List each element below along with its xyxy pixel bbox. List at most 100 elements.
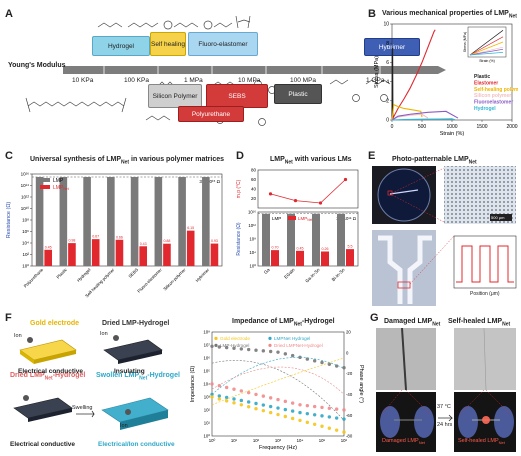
inset-line [469, 41, 504, 56]
electrode-traces [378, 235, 432, 304]
legend-entry: Gold electrode [220, 336, 250, 341]
impedance-title-sub: Net [293, 321, 302, 328]
legend-entry: Fluoroelastomer [474, 100, 513, 106]
bar-data-label: 0.26 [322, 247, 329, 251]
bar-data-label: 0.67 [92, 235, 99, 239]
y2-tick-label: -80 [346, 434, 353, 439]
panel-d-title-rest: with various LMs [292, 156, 352, 163]
tick-100mpa: 100 MPa [290, 77, 317, 84]
healed-title-text: Self-healed LMP [448, 318, 503, 325]
legend-swatch-net [40, 185, 50, 189]
series-line-elastomer [391, 29, 436, 121]
panel-b-title-text: Various mechanical properties of LMP [382, 10, 509, 17]
impedance-marker [276, 397, 280, 402]
swollen-title-text: Swollen LMP [96, 372, 140, 379]
mp-tick-label: 20 [251, 196, 257, 201]
inner-damaged-text: Damaged LMP [382, 438, 419, 444]
y-tick-label: 6 [386, 60, 389, 66]
legend-entry: Dried LMPNet-Hydrogel [274, 343, 323, 348]
impedance-marker [232, 387, 236, 391]
impedance-marker [254, 348, 258, 352]
chemical-structure-top [97, 15, 251, 30]
sebs-box: SEBS [206, 84, 268, 108]
bar-lmp-net [321, 251, 329, 266]
y2-tick-label: -40 [346, 392, 353, 397]
y-tick-label: 10⁶ [203, 356, 210, 361]
inner-healed-sub: Net [498, 440, 505, 446]
electrode-zoom-box [397, 281, 411, 289]
bar-data-label: 6.15 [187, 226, 194, 230]
y2-tick-label: 0 [346, 350, 349, 355]
impedance-marker [334, 407, 339, 411]
impedance-marker [342, 408, 346, 412]
phase-curve [211, 360, 345, 421]
legend-swatch-lmp [40, 178, 50, 182]
legend-swatch-lmp [262, 216, 270, 220]
dried-net-title-rest: -Hydrogel [52, 372, 86, 379]
y-tick-label: 10⁰ [22, 264, 29, 269]
category-label: Fluoro-elastomer [136, 267, 163, 294]
impedance-marker [246, 347, 251, 352]
panel-e-title-sub: Net [468, 159, 477, 166]
panel-f-label: F [5, 312, 12, 324]
tick-1gpa: 1 GPa [366, 77, 385, 84]
silicon-polymer-box: Silicon Polymer [148, 84, 202, 108]
dried-net-title-sub: Net [44, 375, 53, 382]
bar-lmp [35, 177, 44, 266]
impedance-marker [327, 426, 332, 430]
impedance-marker [239, 403, 244, 407]
bar-lmp-net [163, 243, 171, 266]
electrode-schematics [13, 335, 169, 430]
x-axis-label: Frequency (Hz) [259, 445, 297, 451]
panel-b-title: Various mechanical properties of LMPNet [382, 10, 517, 19]
bar-data-label: 0.43 [140, 242, 147, 246]
panel-c-title-text: Universal synthesis of LMP [30, 156, 122, 163]
annotation: 3 × 10¹⁵ Ω [336, 216, 356, 221]
universal-synthesis-chart: 10⁰ 10² 10⁴ 10⁶ 10⁸ 10¹⁰ 10¹² 10¹⁴ 10¹⁶ Resistanc… [6, 172, 223, 298]
impedance-title-rest: -Hydrogel [301, 318, 335, 325]
series-line-plastic [391, 47, 394, 121]
mp-tick-label: 60 [251, 177, 257, 182]
y-tick-label: 10⁷ [204, 343, 211, 348]
gold-caption: Electrical conductive [18, 368, 84, 375]
mp-line [270, 179, 346, 204]
bar-lmp [154, 177, 163, 266]
legend-marker [268, 343, 272, 347]
impedance-marker [290, 409, 295, 413]
tick-100kpa: 100 KPa [124, 77, 149, 84]
impedance-marker [239, 398, 244, 403]
res-tick-label: 10¹² [248, 223, 256, 228]
x-tick-label: 10⁵ [319, 438, 326, 443]
swelling-label: Swelling [72, 405, 93, 411]
res-tick-label: 10¹⁶ [248, 210, 256, 215]
phase-curve [211, 366, 345, 395]
category-label: Plastic [55, 267, 68, 280]
zoom-line-g2 [405, 389, 431, 415]
self-healing-box: Self healing [150, 32, 186, 56]
crack-line [401, 328, 407, 391]
y-tick-label: 10¹⁴ [21, 183, 30, 188]
mp-point [293, 199, 298, 203]
impedance-marker [261, 408, 266, 413]
impedance-marker [283, 399, 288, 404]
electrode-photo [372, 230, 436, 306]
impedance-marker [224, 345, 229, 350]
impedance-marker [224, 395, 229, 400]
impedance-marker [261, 394, 266, 398]
y-tick-label: 10⁴ [203, 382, 210, 387]
bar-data-label: 0.45 [45, 245, 52, 249]
y-tick-label: 10³ [204, 395, 211, 400]
bar-lmp [107, 177, 115, 266]
inset-line [469, 48, 504, 56]
ion-dot-3 [23, 395, 29, 401]
scalebar-bg [490, 214, 512, 221]
phase-curve [211, 357, 345, 395]
y-tick-label: 10² [22, 252, 29, 257]
dried-net-caption: Electrical conductive [10, 441, 76, 448]
bar-lmp-net [346, 249, 354, 266]
bar-lmp [262, 213, 270, 266]
heal-arrow [438, 414, 453, 422]
impedance-marker [312, 413, 317, 417]
impedance-marker [268, 349, 273, 354]
impedance-marker [320, 424, 324, 428]
